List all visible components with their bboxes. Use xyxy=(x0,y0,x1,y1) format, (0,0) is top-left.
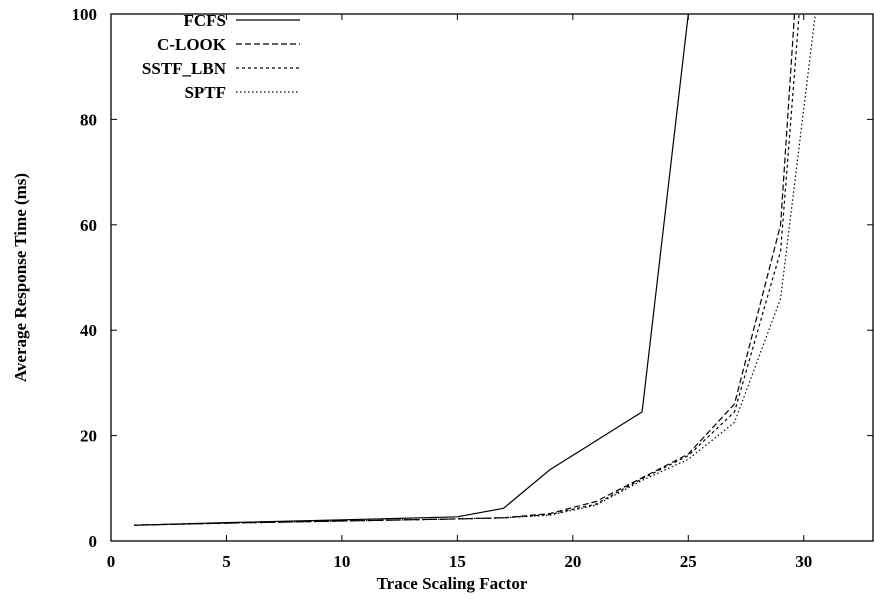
y-tick-label: 100 xyxy=(72,5,98,24)
y-tick-label: 20 xyxy=(80,427,97,446)
x-tick-label: 15 xyxy=(449,552,466,571)
axes xyxy=(110,13,874,542)
x-axis-title: Trace Scaling Factor xyxy=(377,574,528,593)
y-tick-label: 80 xyxy=(80,110,97,129)
x-tick-label: 10 xyxy=(333,552,350,571)
x-tick-label: 20 xyxy=(564,552,581,571)
legend: FCFS C-LOOK SSTF_LBN SPTF xyxy=(142,11,300,102)
series-line-sptf xyxy=(134,14,816,526)
series-line-sstf-lbn xyxy=(134,14,800,526)
legend-label: SSTF_LBN xyxy=(142,59,227,78)
legend-label: SPTF xyxy=(184,83,226,102)
y-tick-label: 60 xyxy=(80,216,97,235)
series-line-fcfs xyxy=(134,14,689,526)
x-tick-label: 25 xyxy=(680,552,697,571)
legend-label: FCFS xyxy=(184,11,227,30)
y-tick-label: 40 xyxy=(80,321,97,340)
x-tick-label: 30 xyxy=(795,552,812,571)
legend-label: C-LOOK xyxy=(157,35,227,54)
y-tick-label: 0 xyxy=(89,532,98,551)
y-axis-title: Average Response Time (ms) xyxy=(11,173,30,382)
series-line-c-look xyxy=(134,14,796,526)
ticks: 0 5 10 15 20 25 30 0 20 40 60 80 100 xyxy=(72,5,873,571)
plot-frame xyxy=(110,13,874,542)
x-tick-label: 5 xyxy=(222,552,231,571)
x-tick-label: 0 xyxy=(107,552,116,571)
series-lines xyxy=(134,14,816,526)
